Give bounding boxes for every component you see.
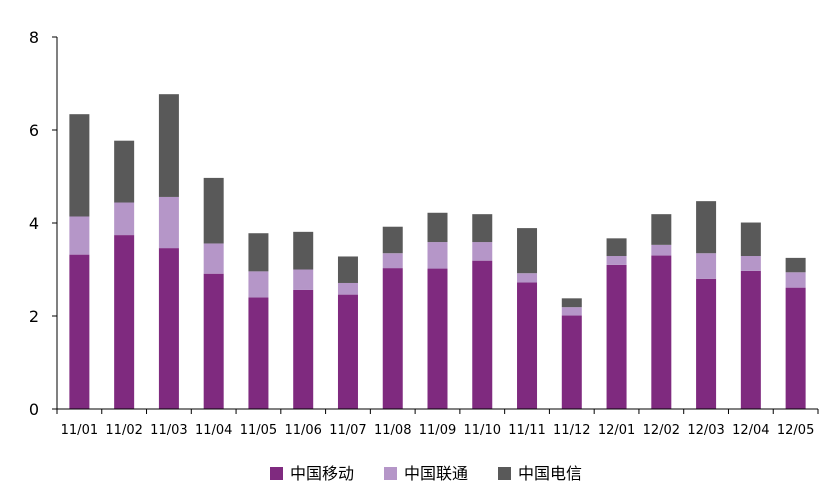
y-tick-label: 4 xyxy=(29,214,39,233)
bar-segment-series-1-11-08 xyxy=(382,268,403,409)
bars-layer xyxy=(69,94,806,409)
bar-segment-series-3-11-01 xyxy=(69,114,90,217)
x-tick-label: 11/06 xyxy=(284,423,321,438)
bar-segment-series-2-12-03 xyxy=(696,253,717,279)
bar-segment-series-2-12-02 xyxy=(651,244,672,256)
bar-segment-series-3-12-05 xyxy=(785,257,806,273)
y-tick-label: 8 xyxy=(29,28,39,47)
axes-layer: 11/01 11/02 11/03 11/04 11/05 11/06 11/07 11/08… xyxy=(29,28,819,438)
bar-segment-series-1-11-12 xyxy=(561,315,582,409)
bar-segment-series-1-11-02 xyxy=(114,235,135,409)
bar-segment-series-2-11-01 xyxy=(69,216,90,255)
bar-segment-series-1-11-09 xyxy=(427,268,448,409)
legend-swatch-series-2 xyxy=(384,467,397,480)
x-tick-label: 11/12 xyxy=(553,423,590,438)
bar-segment-series-3-11-09 xyxy=(427,212,448,243)
y-tick-label: 6 xyxy=(29,121,39,140)
bar-segment-series-3-11-08 xyxy=(382,226,403,254)
bar-segment-series-1-11-03 xyxy=(158,248,179,409)
x-tick-label: 11/07 xyxy=(329,423,366,438)
bar-segment-series-3-11-02 xyxy=(114,140,135,203)
bar-segment-series-1-11-10 xyxy=(472,260,493,409)
bar-segment-series-1-12-01 xyxy=(606,264,627,409)
x-tick-label: 12/04 xyxy=(732,423,769,438)
bar-segment-series-3-11-11 xyxy=(517,228,538,274)
legend-swatch-series-3 xyxy=(498,467,511,480)
legend: 中国移动 中国联通 中国电信 xyxy=(270,464,582,483)
legend-label-series-3: 中国电信 xyxy=(518,464,582,483)
y-tick-label: 2 xyxy=(29,307,39,326)
x-tick-label: 11/03 xyxy=(150,423,187,438)
x-tick-label: 12/05 xyxy=(777,423,814,438)
legend-label-series-1: 中国移动 xyxy=(290,464,354,483)
x-tick-label: 11/02 xyxy=(105,423,142,438)
bar-segment-series-2-12-01 xyxy=(606,256,627,265)
bar-segment-series-2-11-03 xyxy=(158,196,179,249)
legend-swatch-series-1 xyxy=(270,467,283,480)
bar-segment-series-3-11-07 xyxy=(337,256,358,283)
x-tick-label: 11/11 xyxy=(508,423,545,438)
bar-segment-series-2-11-02 xyxy=(114,202,135,236)
bar-segment-series-3-12-01 xyxy=(606,238,627,257)
x-tick-label: 11/09 xyxy=(419,423,456,438)
y-tick-label: 0 xyxy=(29,400,39,419)
bar-segment-series-2-11-08 xyxy=(382,253,403,269)
legend-label-series-2: 中国联通 xyxy=(404,464,468,483)
bar-segment-series-3-11-12 xyxy=(561,298,582,308)
bar-segment-series-1-11-01 xyxy=(69,254,90,409)
bar-segment-series-3-12-04 xyxy=(740,222,761,257)
bar-segment-series-1-11-04 xyxy=(203,273,224,409)
x-tick-label: 12/01 xyxy=(598,423,635,438)
bar-segment-series-2-11-07 xyxy=(337,282,358,295)
x-tick-label: 11/04 xyxy=(195,423,232,438)
bar-segment-series-3-11-04 xyxy=(203,177,224,244)
bar-segment-series-1-12-05 xyxy=(785,287,806,409)
bar-segment-series-1-11-06 xyxy=(293,289,314,409)
bar-segment-series-2-11-11 xyxy=(517,273,538,283)
bar-segment-series-1-12-04 xyxy=(740,270,761,409)
bar-segment-series-1-12-02 xyxy=(651,255,672,409)
bar-segment-series-3-12-02 xyxy=(651,214,672,245)
x-tick-label: 12/02 xyxy=(643,423,680,438)
x-tick-label: 11/08 xyxy=(374,423,411,438)
x-tick-label: 12/03 xyxy=(687,423,724,438)
bar-segment-series-1-11-11 xyxy=(517,282,538,409)
bar-segment-series-3-11-03 xyxy=(158,94,179,197)
bar-segment-series-3-11-05 xyxy=(248,233,269,272)
x-tick-label: 11/01 xyxy=(61,423,98,438)
bar-segment-series-3-11-06 xyxy=(293,231,314,270)
bar-segment-series-2-12-04 xyxy=(740,256,761,271)
bar-segment-series-2-11-05 xyxy=(248,271,269,298)
bar-segment-series-3-12-03 xyxy=(696,201,717,254)
bar-segment-series-2-11-06 xyxy=(293,269,314,290)
bar-segment-series-1-11-05 xyxy=(248,297,269,409)
bar-segment-series-3-11-10 xyxy=(472,214,493,243)
bar-segment-series-2-11-12 xyxy=(561,307,582,316)
bar-segment-series-2-12-05 xyxy=(785,272,806,288)
x-tick-label: 11/05 xyxy=(240,423,277,438)
bar-segment-series-1-12-03 xyxy=(696,278,717,409)
bar-segment-series-2-11-04 xyxy=(203,243,224,274)
x-tick-label: 11/10 xyxy=(464,423,501,438)
bar-segment-series-2-11-09 xyxy=(427,242,448,269)
bar-segment-series-2-11-10 xyxy=(472,242,493,261)
bar-segment-series-1-11-07 xyxy=(337,294,358,409)
